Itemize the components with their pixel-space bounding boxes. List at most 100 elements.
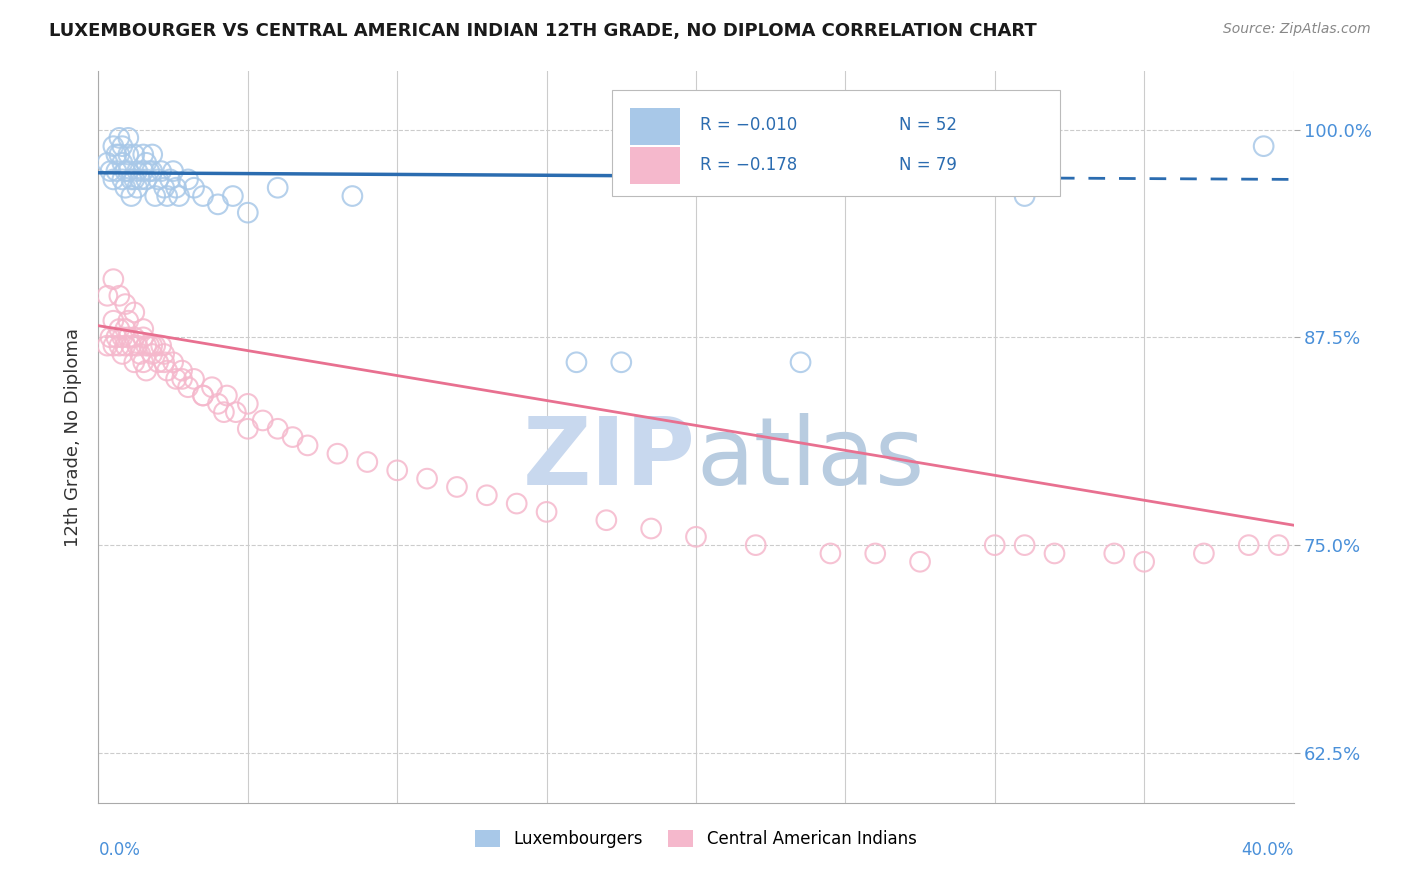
Point bbox=[108, 131, 131, 145]
Point bbox=[103, 338, 125, 352]
Point bbox=[212, 405, 235, 419]
Point bbox=[141, 338, 163, 352]
Point bbox=[98, 330, 122, 344]
Point bbox=[117, 330, 139, 344]
Point bbox=[536, 505, 558, 519]
Point bbox=[111, 139, 134, 153]
Point bbox=[267, 422, 290, 436]
Text: R = −0.178: R = −0.178 bbox=[700, 156, 797, 174]
Point bbox=[135, 363, 157, 377]
Point bbox=[143, 189, 166, 203]
Text: 40.0%: 40.0% bbox=[1241, 841, 1294, 859]
Point bbox=[172, 363, 194, 377]
Point bbox=[114, 164, 136, 178]
Point bbox=[114, 338, 136, 352]
Point bbox=[267, 180, 290, 194]
Point bbox=[148, 172, 170, 186]
Point bbox=[1014, 538, 1036, 552]
Point bbox=[162, 164, 184, 178]
Point bbox=[129, 347, 152, 361]
Point bbox=[1237, 538, 1260, 552]
Y-axis label: 12th Grade, No Diploma: 12th Grade, No Diploma bbox=[63, 327, 82, 547]
Point bbox=[105, 330, 128, 344]
Text: atlas: atlas bbox=[696, 413, 924, 505]
Point bbox=[96, 289, 118, 303]
Text: N = 52: N = 52 bbox=[900, 117, 957, 135]
Point bbox=[153, 355, 176, 369]
Text: 0.0%: 0.0% bbox=[98, 841, 141, 859]
Point bbox=[745, 538, 768, 552]
Point bbox=[1267, 538, 1289, 552]
Point bbox=[201, 380, 224, 394]
Point bbox=[153, 180, 176, 194]
Point bbox=[114, 297, 136, 311]
Point bbox=[138, 164, 160, 178]
Point bbox=[117, 164, 139, 178]
Point bbox=[326, 447, 349, 461]
Point bbox=[167, 189, 190, 203]
Point bbox=[108, 147, 131, 161]
Point bbox=[120, 172, 142, 186]
Point bbox=[153, 347, 176, 361]
Point bbox=[908, 555, 931, 569]
Point bbox=[135, 172, 157, 186]
Point bbox=[132, 330, 155, 344]
Point bbox=[96, 338, 118, 352]
Point bbox=[103, 272, 125, 286]
Point bbox=[236, 205, 259, 219]
Point bbox=[124, 147, 146, 161]
Point bbox=[148, 355, 170, 369]
Point bbox=[124, 355, 146, 369]
Point bbox=[565, 355, 588, 369]
Point bbox=[1104, 546, 1126, 560]
Text: R = −0.010: R = −0.010 bbox=[700, 117, 797, 135]
Point bbox=[416, 472, 439, 486]
Point bbox=[1014, 189, 1036, 203]
Point bbox=[356, 455, 378, 469]
Point bbox=[111, 155, 134, 169]
Point bbox=[1133, 555, 1156, 569]
Point bbox=[610, 355, 633, 369]
Point bbox=[215, 388, 238, 402]
Point bbox=[446, 480, 468, 494]
Point bbox=[281, 430, 304, 444]
Point bbox=[191, 388, 214, 402]
Point bbox=[114, 322, 136, 336]
Point bbox=[132, 355, 155, 369]
Text: N = 79: N = 79 bbox=[900, 156, 957, 174]
Point bbox=[156, 189, 179, 203]
Point bbox=[132, 147, 155, 161]
Point bbox=[138, 338, 160, 352]
Point bbox=[141, 164, 163, 178]
Point bbox=[135, 155, 157, 169]
Point bbox=[120, 189, 142, 203]
Point bbox=[225, 405, 247, 419]
Point bbox=[150, 164, 173, 178]
Point bbox=[98, 164, 122, 178]
Point bbox=[103, 172, 125, 186]
Point bbox=[117, 314, 139, 328]
Point bbox=[595, 513, 617, 527]
Text: LUXEMBOURGER VS CENTRAL AMERICAN INDIAN 12TH GRADE, NO DIPLOMA CORRELATION CHART: LUXEMBOURGER VS CENTRAL AMERICAN INDIAN … bbox=[49, 22, 1038, 40]
Point bbox=[127, 180, 149, 194]
Point bbox=[165, 180, 187, 194]
Point bbox=[141, 347, 163, 361]
Point bbox=[105, 147, 128, 161]
Point bbox=[506, 497, 529, 511]
Point bbox=[114, 180, 136, 194]
Text: ZIP: ZIP bbox=[523, 413, 696, 505]
Point bbox=[111, 330, 134, 344]
Point bbox=[177, 380, 200, 394]
Point bbox=[1192, 546, 1215, 560]
Point bbox=[156, 363, 179, 377]
Point bbox=[475, 488, 498, 502]
Point bbox=[124, 305, 146, 319]
Point bbox=[177, 172, 200, 186]
Point bbox=[127, 164, 149, 178]
Point bbox=[640, 521, 662, 535]
Point bbox=[105, 164, 128, 178]
Legend: Luxembourgers, Central American Indians: Luxembourgers, Central American Indians bbox=[468, 823, 924, 855]
Point bbox=[984, 538, 1007, 552]
Point bbox=[172, 372, 194, 386]
Point bbox=[191, 189, 214, 203]
